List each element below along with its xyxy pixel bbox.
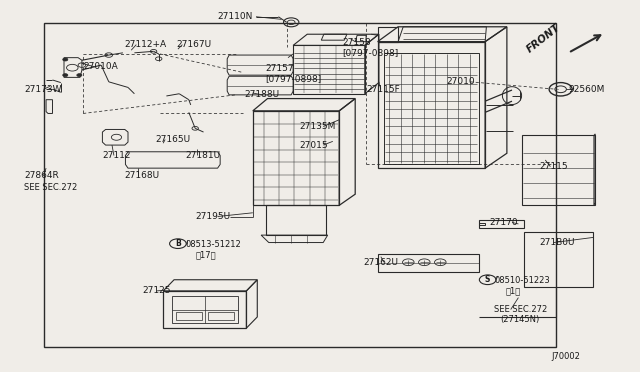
- Text: 08510-51223: 08510-51223: [494, 276, 550, 285]
- Text: 27195U: 27195U: [195, 212, 230, 221]
- Text: 27170: 27170: [490, 218, 518, 227]
- Bar: [522, 135, 595, 205]
- Text: 27173W: 27173W: [24, 85, 62, 94]
- Text: 27864R: 27864R: [24, 171, 59, 180]
- Text: （17）: （17）: [195, 250, 216, 259]
- Text: 27158: 27158: [342, 38, 371, 47]
- Circle shape: [77, 74, 82, 77]
- Text: 27168U: 27168U: [125, 171, 160, 180]
- Text: 271B0U: 271B0U: [539, 238, 574, 247]
- Text: 27188U: 27188U: [244, 90, 280, 99]
- Text: SEE SEC.272: SEE SEC.272: [24, 183, 77, 192]
- Text: SEE SEC.272: SEE SEC.272: [494, 305, 547, 314]
- Text: （1）: （1）: [506, 286, 521, 295]
- Text: 27157: 27157: [266, 64, 294, 73]
- Text: 27181U: 27181U: [186, 151, 221, 160]
- Text: 27112: 27112: [102, 151, 131, 160]
- Text: 27110N: 27110N: [218, 12, 253, 21]
- Text: (27145N): (27145N): [500, 315, 540, 324]
- Text: 92560M: 92560M: [568, 85, 605, 94]
- Circle shape: [63, 74, 68, 77]
- Text: 08513-51212: 08513-51212: [186, 240, 241, 249]
- Text: 27115F: 27115F: [366, 85, 400, 94]
- Bar: [524, 232, 593, 287]
- Text: 27125: 27125: [142, 286, 171, 295]
- Bar: [384, 53, 479, 164]
- Text: 27015: 27015: [300, 141, 328, 150]
- Text: 27010: 27010: [447, 77, 476, 86]
- Text: B: B: [175, 239, 180, 248]
- Text: J70002: J70002: [552, 352, 580, 361]
- Text: 27162U: 27162U: [364, 258, 399, 267]
- Text: 27112+A: 27112+A: [125, 40, 167, 49]
- Circle shape: [63, 58, 68, 61]
- Text: S: S: [485, 275, 490, 284]
- Text: [0797-0898]: [0797-0898]: [266, 74, 322, 83]
- Text: FRONT: FRONT: [525, 22, 563, 54]
- Bar: [44, 23, 556, 347]
- Text: [0797-0898]: [0797-0898]: [342, 48, 399, 57]
- Text: 27165U: 27165U: [156, 135, 191, 144]
- Text: 27135M: 27135M: [300, 122, 336, 131]
- Text: 27115: 27115: [539, 162, 568, 171]
- Text: 27167U: 27167U: [176, 40, 211, 49]
- Text: 27010A: 27010A: [83, 62, 118, 71]
